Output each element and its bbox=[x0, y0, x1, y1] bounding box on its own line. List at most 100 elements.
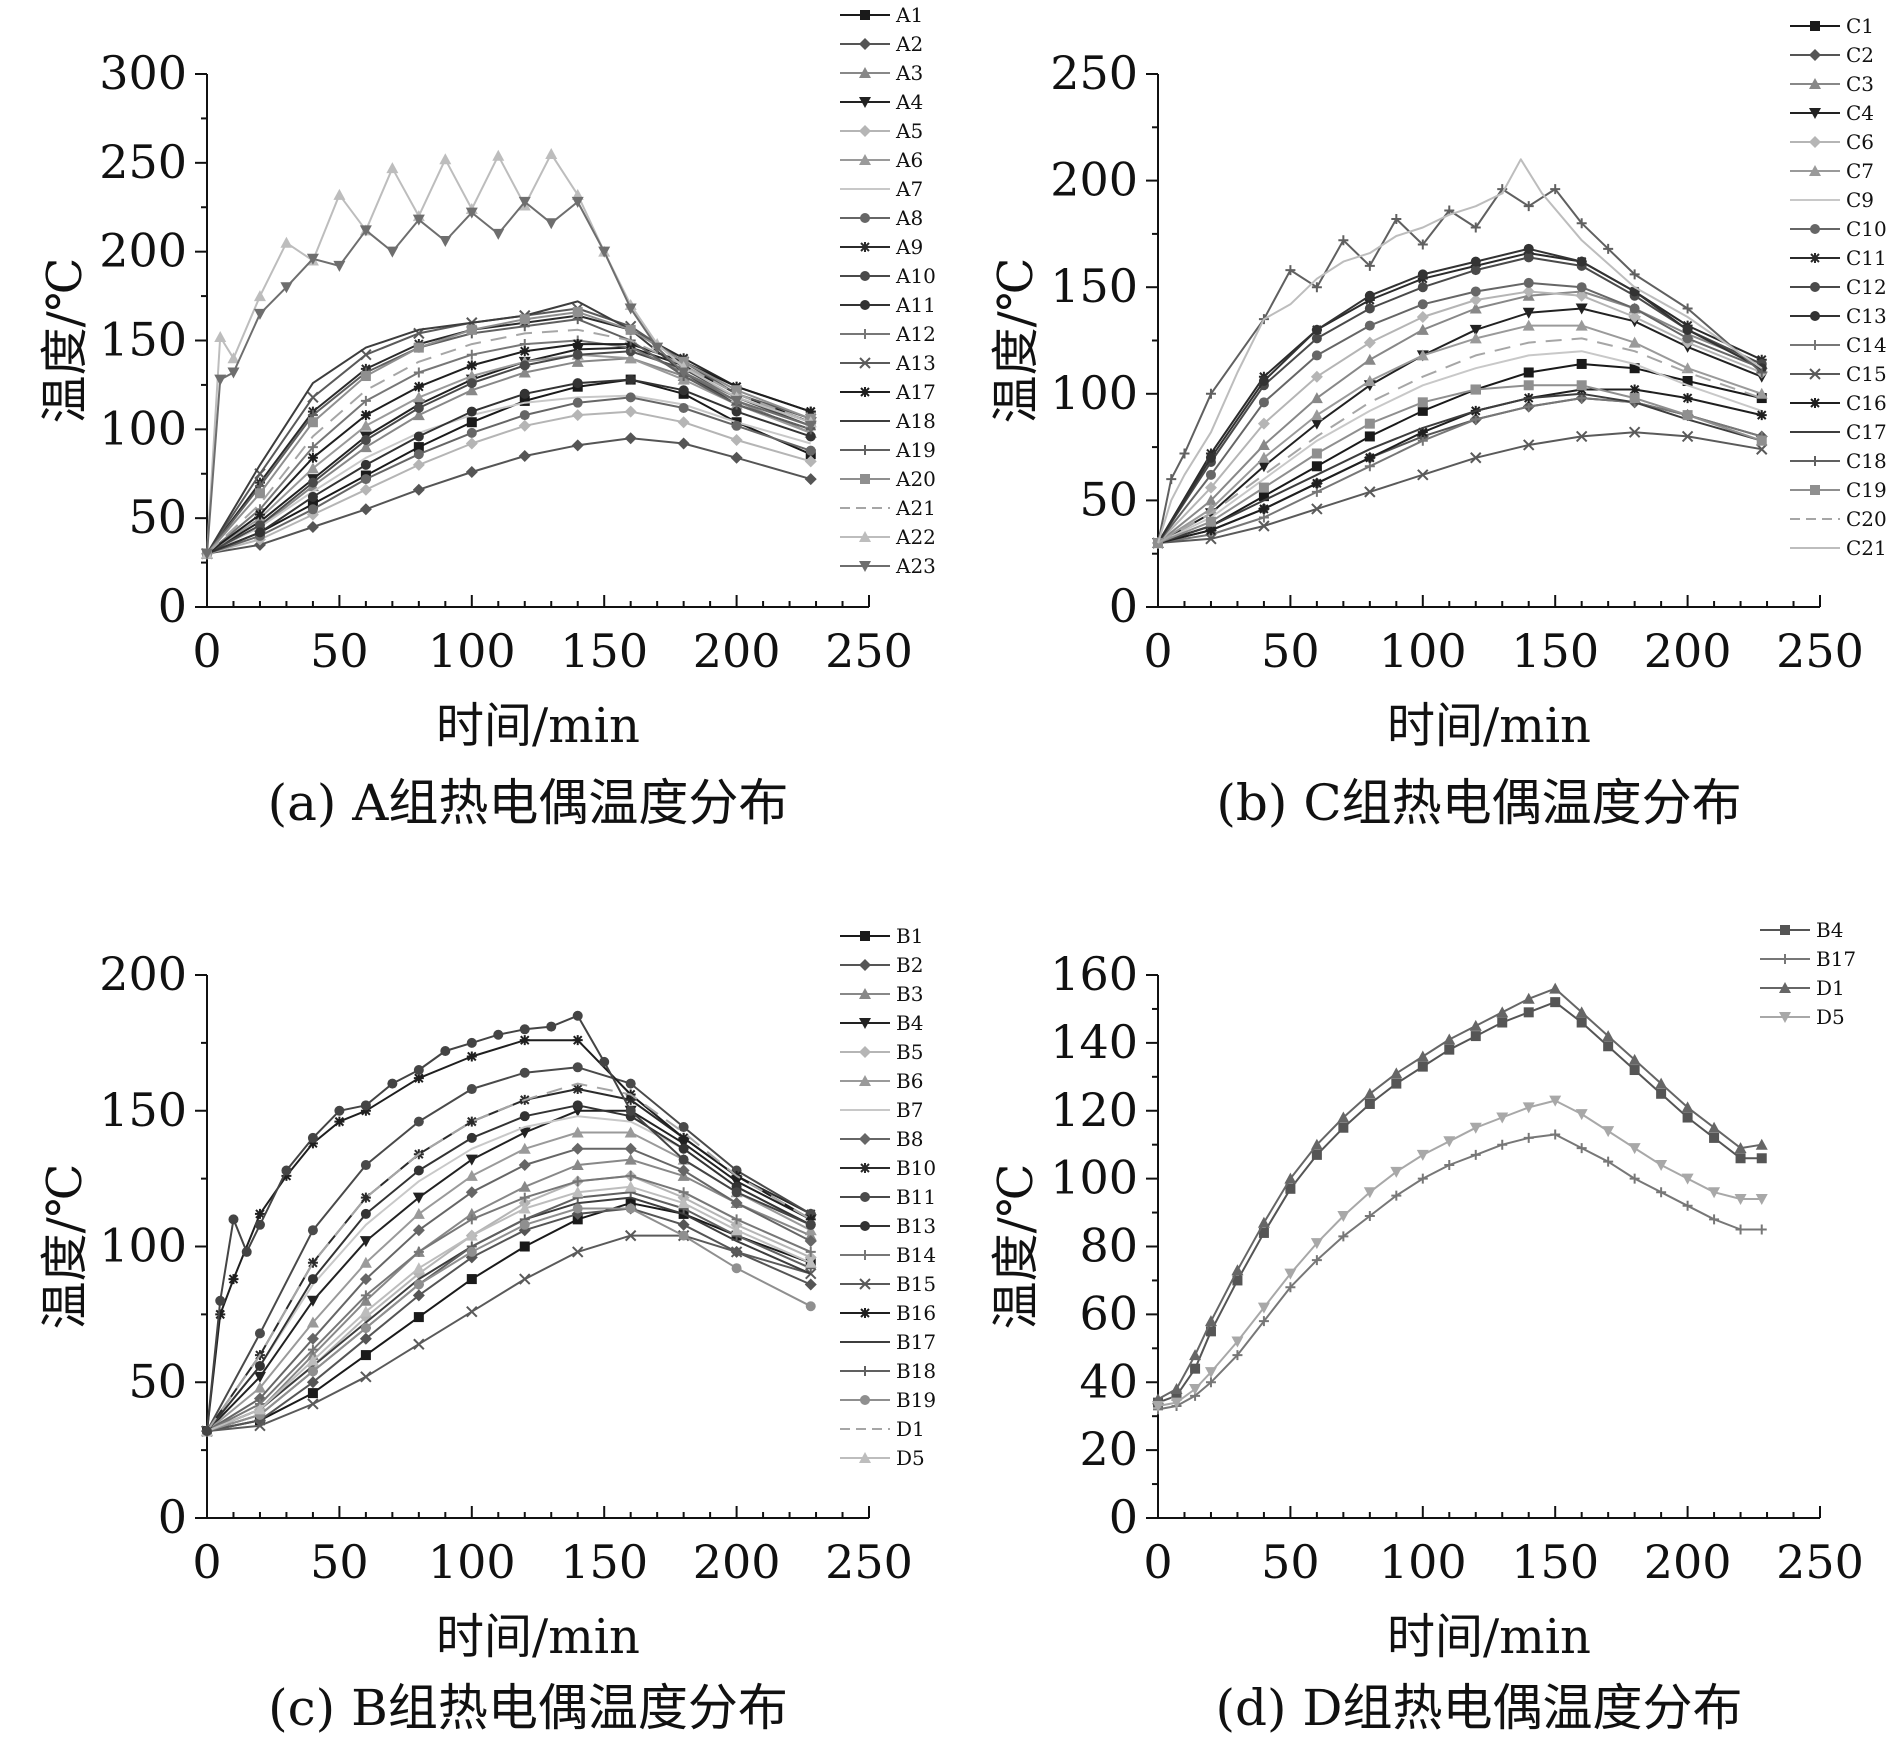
data-point bbox=[1756, 1224, 1767, 1235]
data-point bbox=[1523, 1007, 1534, 1018]
y-tick-label: 250 bbox=[1050, 46, 1138, 100]
data-point bbox=[1258, 1227, 1269, 1238]
data-point bbox=[571, 355, 584, 367]
data-point bbox=[1311, 1255, 1322, 1266]
series-line bbox=[1157, 384, 1763, 544]
data-point bbox=[1575, 1109, 1588, 1121]
data-point bbox=[360, 410, 371, 421]
legend-marker bbox=[1810, 253, 1820, 263]
data-point bbox=[519, 314, 530, 325]
series-line bbox=[206, 396, 812, 555]
legend-marker bbox=[1809, 49, 1821, 61]
series-line bbox=[206, 1191, 812, 1433]
legend-label: A7 bbox=[895, 177, 923, 201]
data-point bbox=[492, 149, 505, 161]
data-point bbox=[254, 520, 265, 531]
legend-label: C4 bbox=[1846, 101, 1874, 125]
data-point bbox=[1258, 512, 1269, 523]
legend-label: D1 bbox=[896, 1417, 925, 1441]
data-point bbox=[1550, 997, 1561, 1008]
y-tick-label: 120 bbox=[1050, 1083, 1138, 1137]
data-point bbox=[624, 405, 637, 418]
data-point bbox=[804, 420, 817, 432]
data-point bbox=[1603, 243, 1614, 254]
data-point bbox=[1205, 452, 1216, 463]
data-point bbox=[1363, 1087, 1376, 1099]
data-point bbox=[1390, 1067, 1403, 1079]
legend-label: B14 bbox=[896, 1243, 936, 1267]
data-point bbox=[413, 1065, 424, 1076]
data-point bbox=[360, 371, 371, 382]
data-point bbox=[412, 1207, 425, 1219]
data-point bbox=[253, 1381, 266, 1393]
legend-marker bbox=[860, 1163, 870, 1173]
data-point bbox=[1575, 303, 1588, 315]
series-b8 bbox=[201, 1142, 817, 1438]
data-point bbox=[1189, 1384, 1202, 1396]
legend-item: C6 bbox=[1790, 130, 1874, 154]
x-tick-label: 200 bbox=[1644, 1535, 1732, 1589]
data-point bbox=[253, 1371, 266, 1383]
series-line bbox=[206, 1066, 812, 1432]
legend-item: C19 bbox=[1790, 478, 1887, 502]
data-point bbox=[1470, 384, 1481, 395]
y-tick-label: 300 bbox=[99, 46, 187, 100]
data-point bbox=[360, 1105, 371, 1116]
series-line bbox=[1157, 252, 1763, 544]
data-point bbox=[241, 1246, 252, 1257]
data-point bbox=[1231, 1264, 1244, 1276]
data-point bbox=[519, 346, 530, 357]
data-point bbox=[306, 1354, 319, 1366]
data-point bbox=[519, 1273, 531, 1285]
data-point bbox=[1755, 1138, 1768, 1150]
data-point bbox=[412, 409, 425, 421]
data-point bbox=[1523, 439, 1535, 451]
series-line bbox=[206, 200, 812, 554]
legend-item: B2 bbox=[840, 953, 923, 977]
panel-caption: (d) D组热电偶温度分布 bbox=[1215, 1679, 1742, 1737]
data-point bbox=[306, 1316, 319, 1328]
series-line bbox=[1157, 256, 1763, 544]
x-tick-label: 50 bbox=[1261, 624, 1320, 678]
legend-item: C12 bbox=[1790, 275, 1887, 299]
series-line bbox=[1157, 987, 1762, 1401]
data-point bbox=[1232, 1350, 1243, 1361]
legend-item: B17 bbox=[1760, 947, 1856, 971]
data-point bbox=[1311, 448, 1322, 459]
data-point bbox=[1576, 256, 1587, 267]
data-point bbox=[412, 1224, 425, 1237]
data-point bbox=[465, 1154, 478, 1166]
data-point bbox=[1628, 336, 1641, 348]
data-point bbox=[1417, 269, 1428, 280]
legend-item: B15 bbox=[840, 1272, 936, 1296]
y-tick-label: 0 bbox=[1109, 1490, 1138, 1544]
data-point bbox=[1258, 397, 1269, 408]
x-axis-title: 时间/min bbox=[1387, 1609, 1591, 1665]
data-point bbox=[572, 349, 583, 360]
legend-marker bbox=[859, 67, 871, 78]
series-line bbox=[1157, 1099, 1762, 1407]
legend-marker bbox=[859, 1133, 871, 1145]
data-point bbox=[359, 1236, 372, 1248]
data-point bbox=[678, 403, 689, 414]
data-point bbox=[1391, 213, 1402, 224]
data-point bbox=[253, 290, 266, 302]
series-line bbox=[1157, 247, 1763, 544]
data-point bbox=[730, 395, 743, 407]
data-point bbox=[1576, 1017, 1587, 1028]
data-point bbox=[678, 1154, 689, 1165]
data-point bbox=[1391, 1190, 1402, 1201]
series-a20 bbox=[202, 307, 816, 559]
data-point bbox=[1470, 452, 1482, 464]
legend-marker bbox=[860, 300, 870, 310]
series-line bbox=[1157, 337, 1763, 544]
data-point bbox=[624, 352, 637, 364]
data-point bbox=[1655, 1160, 1668, 1172]
series-line bbox=[206, 311, 812, 555]
legend-marker bbox=[1809, 165, 1821, 176]
data-point bbox=[465, 1229, 478, 1241]
data-point bbox=[1170, 1383, 1183, 1395]
data-point bbox=[624, 432, 637, 445]
data-point bbox=[1364, 320, 1375, 331]
data-point bbox=[1550, 1129, 1561, 1140]
